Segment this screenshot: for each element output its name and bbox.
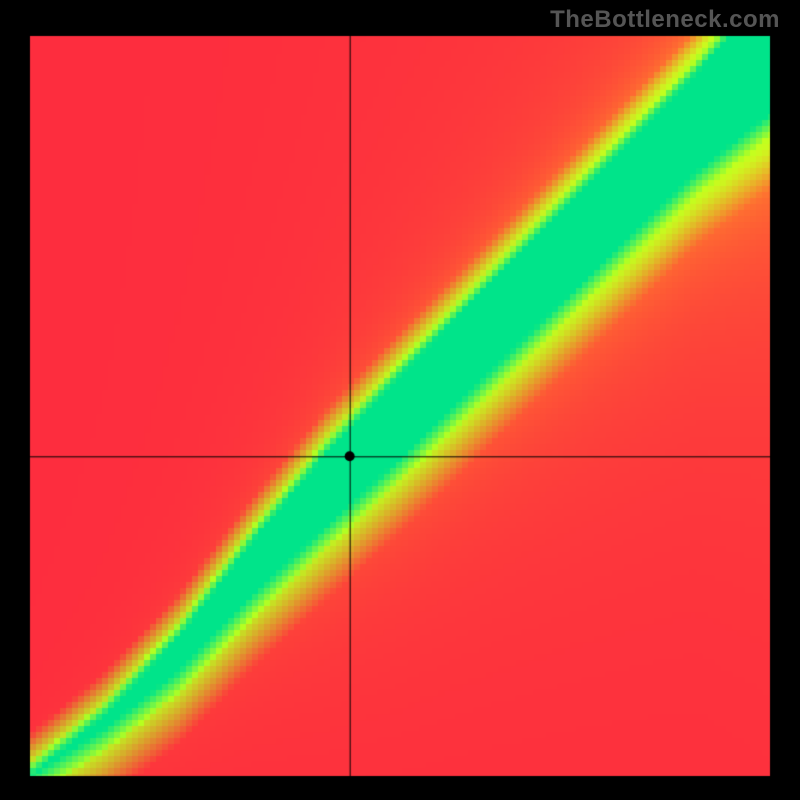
bottleneck-heatmap	[0, 0, 800, 800]
chart-container: TheBottleneck.com	[0, 0, 800, 800]
watermark-text: TheBottleneck.com	[550, 6, 780, 34]
